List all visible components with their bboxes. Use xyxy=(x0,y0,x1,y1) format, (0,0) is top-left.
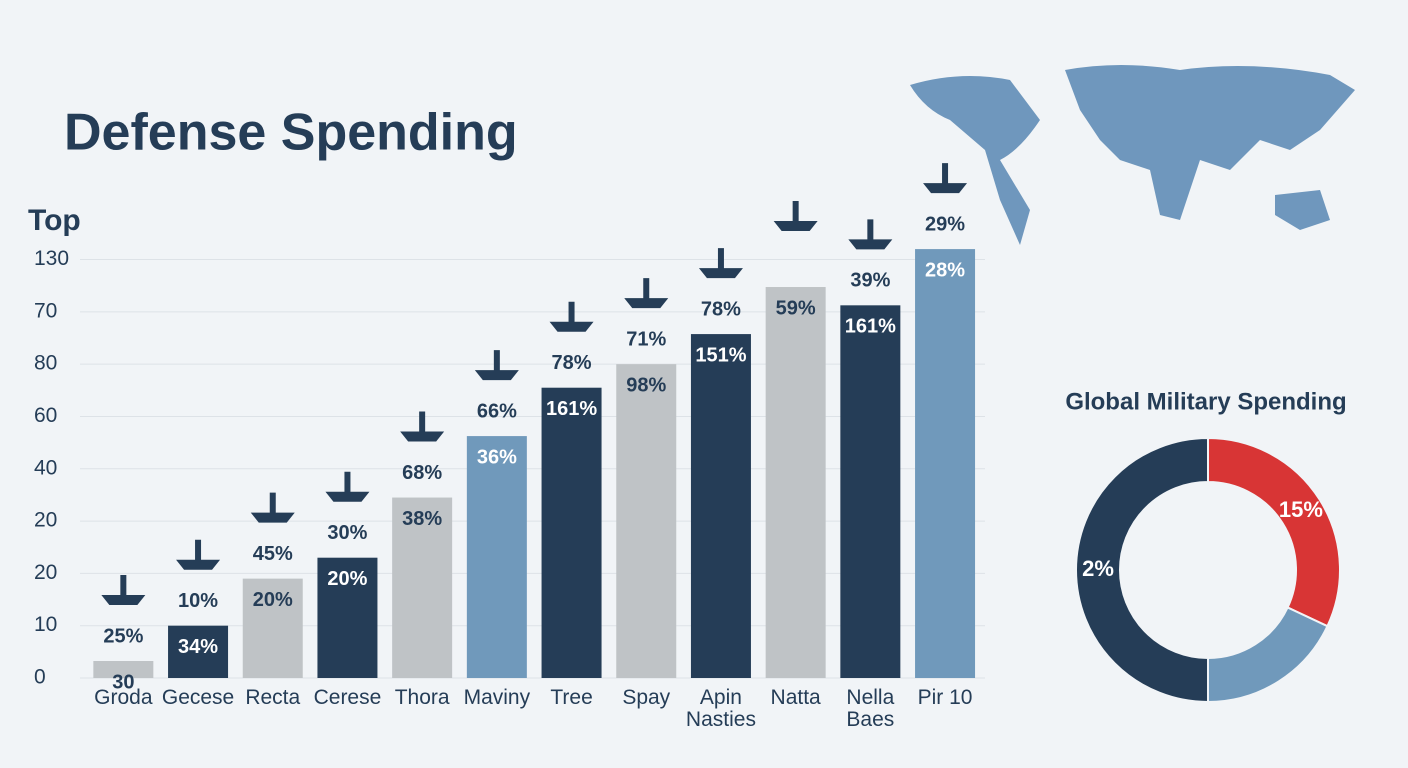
x-tick-line: Tree xyxy=(550,686,592,709)
chart-title: Defense Spending xyxy=(64,104,518,162)
top-label: 10% xyxy=(178,590,218,612)
top-label: 39% xyxy=(850,270,890,292)
inner-label: 28% xyxy=(925,259,965,281)
top-label: 29% xyxy=(925,213,965,235)
bar xyxy=(690,334,751,678)
inner-label: 98% xyxy=(626,374,666,396)
donut-label: 2% xyxy=(1082,556,1114,581)
icon xyxy=(474,350,519,381)
bar xyxy=(317,557,378,678)
donut-label: 15% xyxy=(1279,497,1323,522)
icon xyxy=(848,219,893,250)
x-tick-label: Apin Nasties xyxy=(686,686,756,731)
x-tick-label: Tree xyxy=(550,686,592,709)
x-tick-label: Recta xyxy=(245,686,300,709)
y-tick-label: 20 xyxy=(34,509,57,532)
x-tick-label: Natta xyxy=(771,686,822,709)
bar xyxy=(168,625,229,678)
x-tick-line: Groda xyxy=(94,686,153,709)
x-tick-line: Pir 10 xyxy=(918,686,973,709)
y-tick-label: 70 xyxy=(34,299,57,322)
inner-label: 161% xyxy=(546,398,597,420)
y-tick-label: 10 xyxy=(34,613,57,636)
x-tick-label: Spay xyxy=(622,686,670,709)
bar xyxy=(915,249,976,678)
x-tick-line: Apin xyxy=(700,686,742,709)
top-label: 78% xyxy=(552,352,592,374)
y-axis-label: Top xyxy=(28,204,81,237)
x-tick-label: Thora xyxy=(395,686,450,709)
inner-label: 36% xyxy=(477,446,517,468)
bar xyxy=(93,661,154,678)
x-tick-line: Maviny xyxy=(464,686,531,709)
icon xyxy=(101,575,146,606)
inner-label: 59% xyxy=(776,297,816,319)
icon xyxy=(773,201,818,232)
bar xyxy=(765,287,826,678)
bar xyxy=(616,364,677,678)
x-tick-line: Nella xyxy=(846,686,894,709)
y-tick-label: 0 xyxy=(34,666,46,689)
x-tick-label: Nella Baes xyxy=(846,686,894,731)
bar xyxy=(541,387,602,678)
x-tick-line: Baes xyxy=(846,708,894,731)
icon xyxy=(549,301,594,332)
donut-segment xyxy=(1207,436,1341,628)
y-tick-label: 80 xyxy=(34,352,57,375)
icon xyxy=(698,248,743,279)
y-tick-label: 40 xyxy=(34,456,57,479)
bar xyxy=(242,578,303,678)
x-tick-label: Gecese xyxy=(162,686,234,709)
top-label: 30% xyxy=(327,522,367,544)
inner-label: 161% xyxy=(845,316,896,338)
x-tick-line: Spay xyxy=(622,686,670,709)
icon xyxy=(923,163,968,194)
donut-segment xyxy=(1075,436,1209,704)
bar xyxy=(840,305,901,678)
inner-label: 34% xyxy=(178,636,218,658)
x-tick-label: Pir 10 xyxy=(918,686,973,709)
x-tick-label: Cerese xyxy=(314,686,382,709)
icon xyxy=(400,411,445,442)
icon xyxy=(176,539,221,570)
y-tick-label: 60 xyxy=(34,404,57,427)
donut-title: Global Military Spending xyxy=(1065,388,1346,415)
world-map xyxy=(910,65,1355,245)
x-tick-label: Groda xyxy=(94,686,153,709)
icon xyxy=(250,492,295,523)
x-tick-line: Natta xyxy=(771,686,822,709)
bar xyxy=(466,436,527,678)
y-tick-label: 130 xyxy=(34,247,69,270)
x-tick-label: Maviny xyxy=(464,686,531,709)
top-label: 68% xyxy=(402,462,442,484)
inner-label: 20% xyxy=(253,589,293,611)
inner-label: 30 xyxy=(112,671,134,693)
icon xyxy=(624,278,669,309)
inner-label: 20% xyxy=(327,568,367,590)
inner-label: 38% xyxy=(402,508,442,530)
x-tick-line: Cerese xyxy=(314,686,382,709)
donut-segment xyxy=(1207,606,1329,704)
top-label: 45% xyxy=(253,543,293,565)
top-label: 66% xyxy=(477,400,517,422)
top-label: 25% xyxy=(103,625,143,647)
bar xyxy=(392,497,453,678)
top-label: 71% xyxy=(626,328,666,350)
x-tick-line: Gecese xyxy=(162,686,234,709)
x-tick-line: Nasties xyxy=(686,708,756,731)
icon xyxy=(325,471,370,502)
top-label: 78% xyxy=(701,298,741,320)
x-tick-line: Recta xyxy=(245,686,300,709)
inner-label: 151% xyxy=(695,344,746,366)
y-tick-label: 20 xyxy=(34,561,57,584)
x-tick-line: Thora xyxy=(395,686,450,709)
